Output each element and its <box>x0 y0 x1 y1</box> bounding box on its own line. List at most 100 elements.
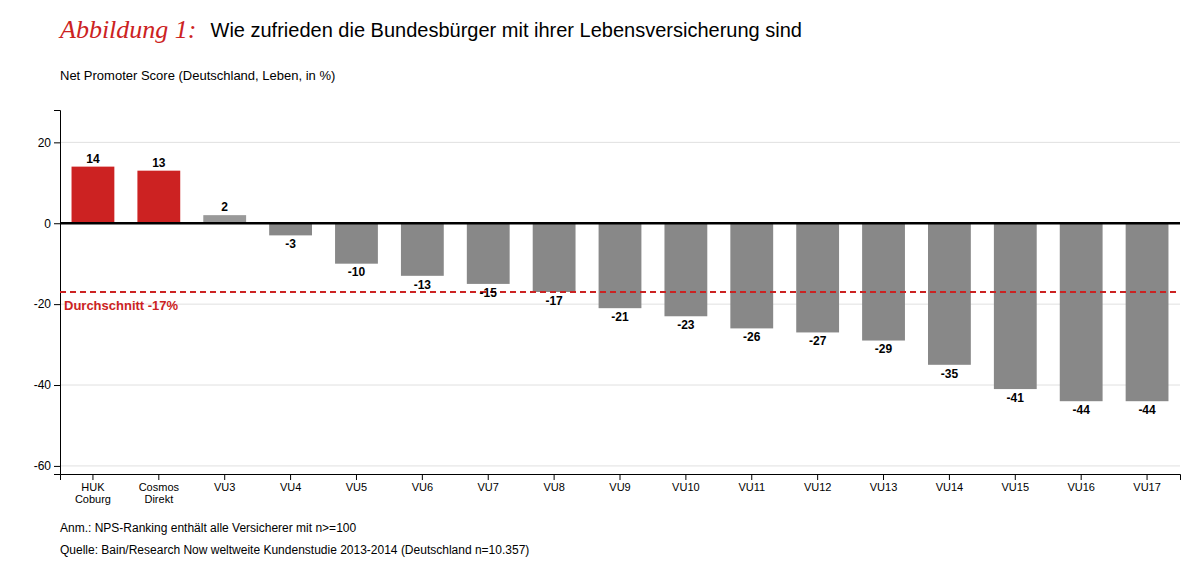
x-tick-label-line: VU16 <box>1067 481 1095 493</box>
x-tick: VU6 <box>412 474 433 493</box>
x-tick-label: VU14 <box>936 481 964 493</box>
y-tick: 20 <box>38 136 60 150</box>
x-tick: VU17 <box>1133 474 1161 493</box>
x-tick-label-line: VU9 <box>609 481 630 493</box>
x-tick-label: VU16 <box>1067 481 1095 493</box>
x-tick: VU10 <box>672 474 700 493</box>
y-axis: -60 -40 -20 0 20 <box>34 111 61 475</box>
x-tick: VU8 <box>543 474 564 493</box>
x-tick-label: HUKCoburg <box>75 481 111 505</box>
y-tick-label: -20 <box>34 297 52 311</box>
x-tick: VU4 <box>280 474 301 493</box>
title: Wie zufrieden die Bundesbürger mit ihrer… <box>211 19 802 41</box>
x-tick-label: VU12 <box>804 481 832 493</box>
x-tick-label-line: VU12 <box>804 481 832 493</box>
data-label: -21 <box>611 310 629 324</box>
grid-line <box>60 142 1180 143</box>
y-tick-mark <box>54 466 60 467</box>
x-tick-label-line: VU14 <box>936 481 964 493</box>
x-tick: VU7 <box>478 474 499 493</box>
y-tick: 0 <box>44 217 60 231</box>
data-label: -44 <box>1138 403 1156 417</box>
chart: Abbildung 1: Wie zufrieden die Bundesbürg… <box>0 0 1200 579</box>
x-tick-label: VU11 <box>738 481 765 493</box>
bar <box>730 223 773 328</box>
grid-line <box>60 223 1180 224</box>
x-tick: VU16 <box>1067 474 1095 493</box>
x-axis-line <box>61 475 1181 481</box>
bar <box>928 223 971 365</box>
bar <box>796 223 839 332</box>
bar <box>72 167 115 224</box>
x-tick-mark <box>817 474 818 480</box>
y-tick: -40 <box>34 378 60 392</box>
figure-label: Abbildung 1: <box>58 15 197 44</box>
bar <box>664 223 707 316</box>
grid-line <box>60 465 1180 466</box>
x-tick-label: VU7 <box>478 481 499 493</box>
y-tick-label: 20 <box>38 136 52 150</box>
x-tick-label-line: Direkt <box>144 493 173 505</box>
x-tick-label-line: Coburg <box>75 493 111 505</box>
x-tick-mark <box>554 474 555 480</box>
y-tick: -20 <box>34 297 60 311</box>
x-tick: VU13 <box>870 474 898 493</box>
y-tick-mark <box>54 304 60 305</box>
x-tick-mark <box>488 474 489 480</box>
data-label: -13 <box>414 278 432 292</box>
reference-label: Durchschnitt -17% <box>64 298 179 313</box>
bar <box>467 223 510 284</box>
x-tick-label-line: VU13 <box>870 481 898 493</box>
data-label: 2 <box>221 200 228 214</box>
x-tick: VU14 <box>936 474 964 493</box>
data-label: -17 <box>545 294 563 308</box>
bar <box>994 223 1037 389</box>
data-label: -23 <box>677 318 695 332</box>
y-tick: -60 <box>34 459 60 473</box>
bar <box>1060 223 1103 401</box>
x-tick-mark <box>158 474 159 480</box>
x-tick-mark <box>422 474 423 480</box>
x-tick-label-line: VU4 <box>280 481 301 493</box>
x-tick-mark <box>92 474 93 480</box>
x-tick-label-line: VU5 <box>346 481 367 493</box>
x-tick: VU15 <box>1002 474 1030 493</box>
bar <box>862 223 905 340</box>
data-label: -10 <box>348 265 366 279</box>
bar <box>137 171 180 224</box>
x-tick-mark <box>949 474 950 480</box>
data-label: -41 <box>1007 391 1025 405</box>
bar <box>269 223 312 235</box>
x-tick-label-line: VU3 <box>214 481 235 493</box>
data-label: -15 <box>480 286 498 300</box>
y-tick-label: -60 <box>34 459 52 473</box>
data-label: 13 <box>152 156 166 170</box>
baseline <box>60 222 1180 225</box>
bar <box>533 223 576 292</box>
footnote: Anm.: NPS-Ranking enthält alle Versicher… <box>60 521 356 535</box>
x-tick-mark <box>751 474 752 480</box>
x-tick: VU3 <box>214 474 235 493</box>
bar <box>1126 223 1169 401</box>
x-tick-mark <box>290 474 291 480</box>
x-tick-mark <box>1147 474 1148 480</box>
y-tick-mark <box>54 223 60 224</box>
x-tick-label-line: VU11 <box>738 481 765 493</box>
data-labels: 14132-3-10-13-15-17-21-23-26-27-29-35-41… <box>86 152 1156 417</box>
y-tick-mark <box>54 385 60 386</box>
x-tick-label-line: VU17 <box>1133 481 1161 493</box>
y-tick-label: 0 <box>44 217 51 231</box>
x-tick-mark <box>685 474 686 480</box>
data-label: -35 <box>941 367 959 381</box>
x-tick-mark <box>224 474 225 480</box>
marks <box>60 167 1180 402</box>
data-label: -27 <box>809 334 827 348</box>
x-tick-label: CosmosDirekt <box>139 481 180 505</box>
x-tick-label: VU6 <box>412 481 433 493</box>
x-axis: HUKCoburg CosmosDirekt VU3 VU4 VU5 VU6 VU7 VU8 V… <box>61 474 1181 505</box>
x-tick-label-line: VU15 <box>1002 481 1030 493</box>
x-tick: VU12 <box>804 474 832 493</box>
x-tick-label: VU4 <box>280 481 301 493</box>
x-tick: VU11 <box>738 474 765 493</box>
x-tick-mark <box>1015 474 1016 480</box>
